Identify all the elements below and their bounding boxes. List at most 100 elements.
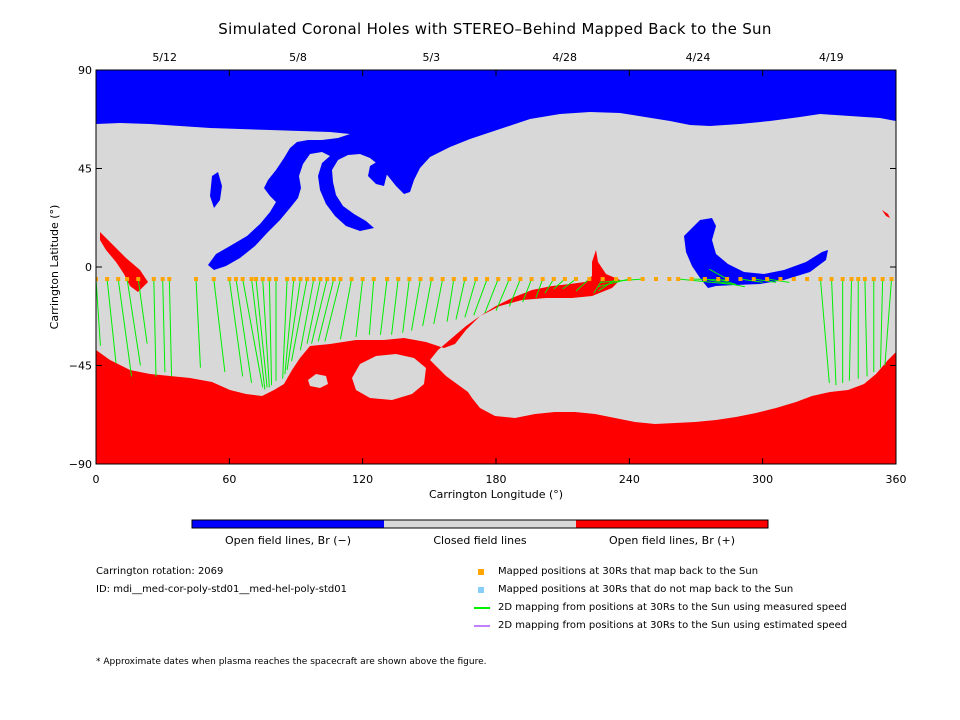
mapped-point xyxy=(325,277,330,282)
mapped-point xyxy=(291,277,296,282)
y-tick-label: 45 xyxy=(78,163,92,176)
mapped-point xyxy=(418,277,423,282)
date-tick-label: 4/28 xyxy=(552,51,577,64)
mapped-point xyxy=(805,277,810,282)
colorbar-segment xyxy=(576,520,768,528)
mapping-line xyxy=(96,279,101,346)
mapping-line xyxy=(268,279,273,386)
mapping-line xyxy=(753,278,777,283)
mapped-point xyxy=(240,277,245,282)
mapped-point xyxy=(818,277,823,282)
mapping-line xyxy=(767,278,790,283)
mapped-point xyxy=(871,277,876,282)
closed-island-small xyxy=(308,374,328,388)
colorbar-segment xyxy=(192,520,384,528)
mapping-line xyxy=(284,278,295,375)
mapping-line xyxy=(262,279,270,388)
date-tick-label: 5/3 xyxy=(422,51,440,64)
mapped-point xyxy=(507,277,512,282)
colorbar-label: Open field lines, Br (+) xyxy=(608,534,736,547)
mapping-line xyxy=(709,268,728,280)
x-tick-label: 60 xyxy=(222,473,236,486)
x-axis-title: Carrington Longitude (°) xyxy=(429,488,563,501)
run-id: ID: mdi__med-cor-poly-std01__med-hel-pol… xyxy=(96,584,347,595)
date-tick-label: 5/8 xyxy=(289,51,307,64)
mapping-line xyxy=(291,278,308,362)
chart-title: Simulated Coronal Holes with STEREO–Behi… xyxy=(218,20,772,38)
south-polar-positive-hole xyxy=(96,250,896,464)
mapping-line xyxy=(235,278,253,384)
x-tick-label: 300 xyxy=(752,473,773,486)
mapping-line xyxy=(473,278,488,316)
north-lobe-right xyxy=(368,160,388,186)
mapped-point xyxy=(167,277,172,282)
mapping-line xyxy=(195,279,201,368)
legend-label: 2D mapping from positions at 30Rs to the… xyxy=(498,602,847,613)
mapped-point xyxy=(587,277,592,282)
mapping-line xyxy=(544,278,555,294)
mapping-line xyxy=(718,278,737,285)
mapped-point xyxy=(254,277,258,282)
mapped-point xyxy=(600,277,605,282)
mapped-point xyxy=(116,277,121,282)
mapped-point xyxy=(260,277,265,282)
mapped-point xyxy=(716,277,721,282)
mapping-line xyxy=(339,278,353,340)
mapping-line xyxy=(168,279,173,377)
north-polar-negative-hole xyxy=(96,70,896,270)
mapping-line xyxy=(228,278,244,377)
mapping-line xyxy=(117,278,133,377)
mapping-line xyxy=(575,278,590,292)
mapping-line xyxy=(324,278,341,342)
mapped-point xyxy=(778,277,783,282)
colorbar-label: Closed field lines xyxy=(433,534,527,547)
mapped-point xyxy=(151,277,156,282)
x-tick-label: 360 xyxy=(886,473,907,486)
mapped-point xyxy=(136,277,141,282)
mapping-line xyxy=(593,278,604,294)
mapping-line xyxy=(153,279,157,377)
legend-label: Mapped positions at 30Rs that map back t… xyxy=(498,566,759,577)
date-tick-label: 4/19 xyxy=(819,51,844,64)
small-red-patch xyxy=(882,210,890,218)
carrington-rotation: Carrington rotation: 2069 xyxy=(96,566,224,577)
legend-label: Mapped positions at 30Rs that do not map… xyxy=(498,584,794,595)
mapping-line xyxy=(317,278,335,342)
colorbar-frame xyxy=(191,519,769,529)
legend-swatch xyxy=(474,607,490,609)
mapped-point xyxy=(840,277,845,282)
mapped-point xyxy=(627,277,632,282)
mapping-line xyxy=(455,278,466,320)
mapped-point xyxy=(551,277,556,282)
mapped-point xyxy=(485,277,490,282)
mapped-point xyxy=(614,277,618,282)
mapping-line xyxy=(126,278,141,366)
mapped-point xyxy=(451,277,456,282)
mapping-line xyxy=(600,278,643,283)
mapped-point xyxy=(267,277,272,282)
mapping-line xyxy=(864,279,868,377)
mapping-line xyxy=(422,278,433,327)
y-tick-label: 0 xyxy=(85,261,92,274)
mapped-point xyxy=(234,277,238,282)
mapping-line xyxy=(495,278,510,311)
mapped-point xyxy=(274,277,278,282)
mapped-point xyxy=(540,277,545,282)
mapped-point xyxy=(429,277,434,282)
x-tick-label: 240 xyxy=(619,473,640,486)
y-tick-label: 90 xyxy=(78,64,92,77)
mapping-line xyxy=(137,278,148,344)
mapping-line xyxy=(106,278,117,364)
mapped-point xyxy=(849,277,854,282)
footnote: * Approximate dates when plasma reaches … xyxy=(96,657,487,667)
mapping-line xyxy=(391,278,399,335)
legend-swatch xyxy=(478,587,484,593)
mapped-point xyxy=(856,277,861,282)
mapped-point xyxy=(689,277,694,282)
legend-swatch xyxy=(474,625,490,627)
mapping-line xyxy=(411,278,421,331)
north-lobe-left xyxy=(210,172,222,208)
colorbar-segment xyxy=(384,520,576,528)
mapping-line xyxy=(831,279,837,386)
